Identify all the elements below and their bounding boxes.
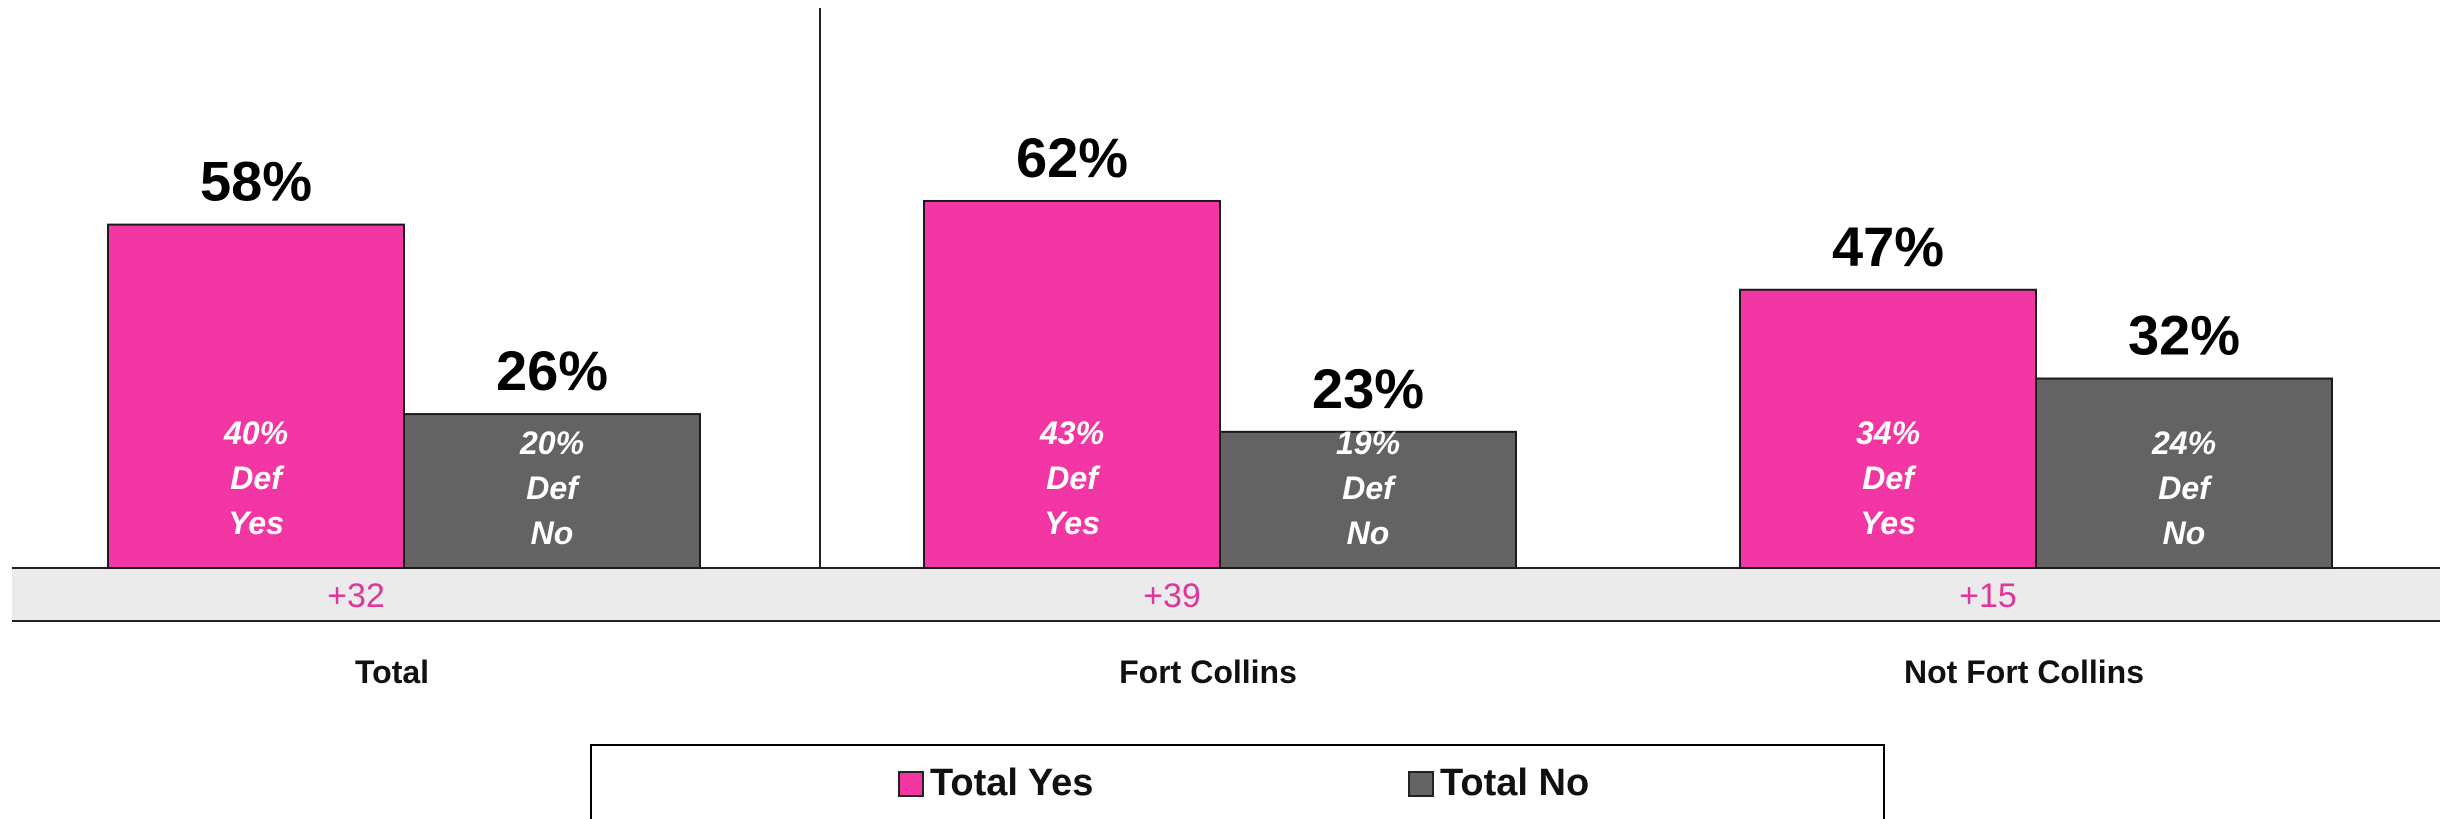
- category-label: Not Fort Collins: [1904, 654, 2144, 690]
- legend-item-no: Total No: [1408, 762, 1589, 805]
- category-label: Fort Collins: [1119, 654, 1297, 690]
- margin-band: [12, 568, 2440, 621]
- bar-inner-label: Def: [526, 470, 581, 506]
- value-label: 62%: [1016, 126, 1128, 189]
- bar-inner-label: 19%: [1336, 425, 1400, 461]
- bar-inner-label: 24%: [2151, 425, 2216, 461]
- bar-inner-label: 34%: [1856, 415, 1920, 451]
- legend-item-yes: Total Yes: [898, 762, 1093, 805]
- bar-inner-label: Def: [1862, 460, 1917, 496]
- value-label: 26%: [496, 339, 608, 402]
- margin-label: +32: [327, 577, 385, 615]
- bar-inner-label: Yes: [1860, 505, 1916, 541]
- bar-inner-label: No: [2163, 515, 2206, 551]
- value-label: 47%: [1832, 215, 1944, 278]
- bar-no-1: [1219, 430, 1517, 569]
- bar-inner-label: No: [1347, 515, 1390, 551]
- bar-inner-label: No: [531, 515, 574, 551]
- bar-inner-label: 40%: [223, 415, 288, 451]
- bar-yes-2: [1739, 288, 2037, 569]
- bar-inner-label: Yes: [1044, 505, 1100, 541]
- category-label: Total: [355, 654, 429, 690]
- bar-inner-label: 20%: [519, 425, 584, 461]
- legend-swatch-yes: [898, 770, 924, 797]
- value-label: 32%: [2128, 304, 2240, 367]
- bar-inner-label: 43%: [1039, 415, 1104, 451]
- bar-no-0: [403, 413, 701, 569]
- legend-label-yes: Total Yes: [930, 762, 1094, 804]
- value-label: 58%: [200, 150, 312, 213]
- bar-yes-1: [923, 199, 1221, 570]
- bar-inner-label: Def: [1046, 460, 1101, 496]
- margin-label: +15: [1959, 577, 2017, 615]
- bar-inner-label: Def: [1342, 470, 1397, 506]
- bar-yes-0: [107, 223, 405, 569]
- legend-swatch-no: [1408, 770, 1434, 797]
- value-label: 23%: [1312, 357, 1424, 420]
- legend: Total Yes Total No: [590, 744, 1885, 819]
- bar-inner-label: Def: [2158, 470, 2213, 506]
- bar-no-2: [2035, 377, 2333, 569]
- bar-inner-label: Def: [230, 460, 285, 496]
- legend-label-no: Total No: [1440, 762, 1590, 804]
- margin-label: +39: [1143, 577, 1201, 615]
- bar-inner-label: Yes: [228, 505, 284, 541]
